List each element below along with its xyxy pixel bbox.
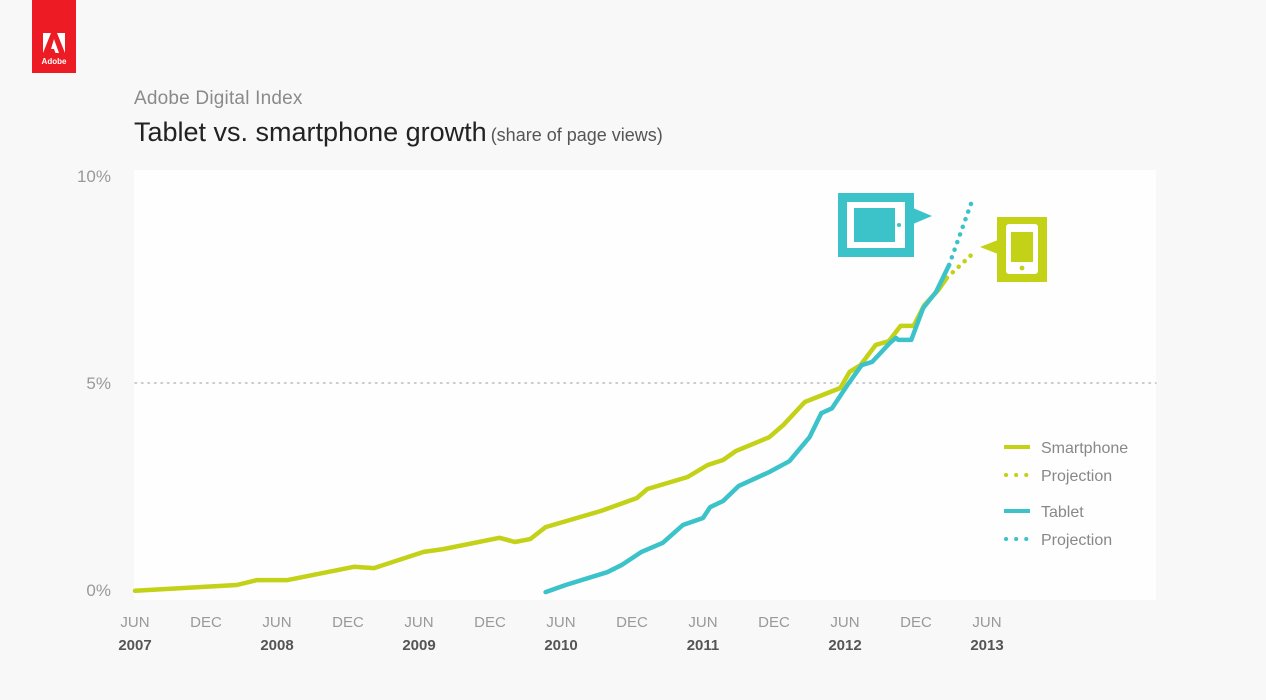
adobe-logo-text: Adobe <box>41 57 67 66</box>
adobe-a-icon <box>43 33 65 53</box>
x-tick-label: DEC <box>474 614 506 631</box>
adobe-logo: Adobe <box>32 0 76 73</box>
x-tick-label: DEC <box>758 614 790 631</box>
x-tick-year-label: 2009 <box>402 637 435 654</box>
series-line-tablet-projection <box>946 199 974 268</box>
x-tick-year-label: 2011 <box>687 637 720 654</box>
x-tick-label: JUN <box>830 614 859 631</box>
legend-label: Projection <box>1041 468 1112 485</box>
x-tick-label: DEC <box>190 614 222 631</box>
x-axis: JUN 2007 DEC JUN 2008 DEC JUN 2009 DEC JUN 2010 DEC… <box>118 614 1003 654</box>
y-tick-label: 0% <box>86 581 111 600</box>
smartphone-callout-icon <box>980 217 1047 282</box>
x-tick-year-label: 2010 <box>544 637 577 654</box>
legend-label: Tablet <box>1041 504 1084 521</box>
x-tick-label: DEC <box>616 614 648 631</box>
series-line-smartphone-projection <box>944 252 974 281</box>
x-tick-label: JUN <box>688 614 717 631</box>
legend-label: Smartphone <box>1041 440 1128 457</box>
x-tick-year-label: 2008 <box>260 637 293 654</box>
series-group <box>132 199 974 595</box>
x-tick-label: JUN <box>120 614 149 631</box>
chart-title-main: Tablet vs. smartphone growth <box>134 117 487 147</box>
x-tick-label: DEC <box>900 614 932 631</box>
x-tick-label: JUN <box>972 614 1001 631</box>
x-tick-label: JUN <box>262 614 291 631</box>
plot-area <box>134 170 1156 600</box>
x-tick-year-label: 2013 <box>970 637 1003 654</box>
x-tick-label: DEC <box>332 614 364 631</box>
tablet-callout-icon <box>838 193 932 257</box>
legend: Smartphone Projection Tablet Projection <box>1004 440 1128 549</box>
y-tick-label: 10% <box>77 167 111 186</box>
y-axis: 0% 5% 10% <box>77 167 111 600</box>
legend-label: Projection <box>1041 532 1112 549</box>
chart-title: Tablet vs. smartphone growth (share of pa… <box>134 117 663 148</box>
x-tick-year-label: 2012 <box>828 637 861 654</box>
series-line-tablet <box>543 262 952 595</box>
x-tick-year-label: 2007 <box>118 637 151 654</box>
x-tick-label: JUN <box>404 614 433 631</box>
chart-subtitle: Adobe Digital Index <box>134 88 303 109</box>
chart-title-note: (share of page views) <box>490 125 663 145</box>
x-tick-label: JUN <box>546 614 575 631</box>
series-line-smartphone <box>132 275 950 594</box>
y-tick-label: 5% <box>86 374 111 393</box>
